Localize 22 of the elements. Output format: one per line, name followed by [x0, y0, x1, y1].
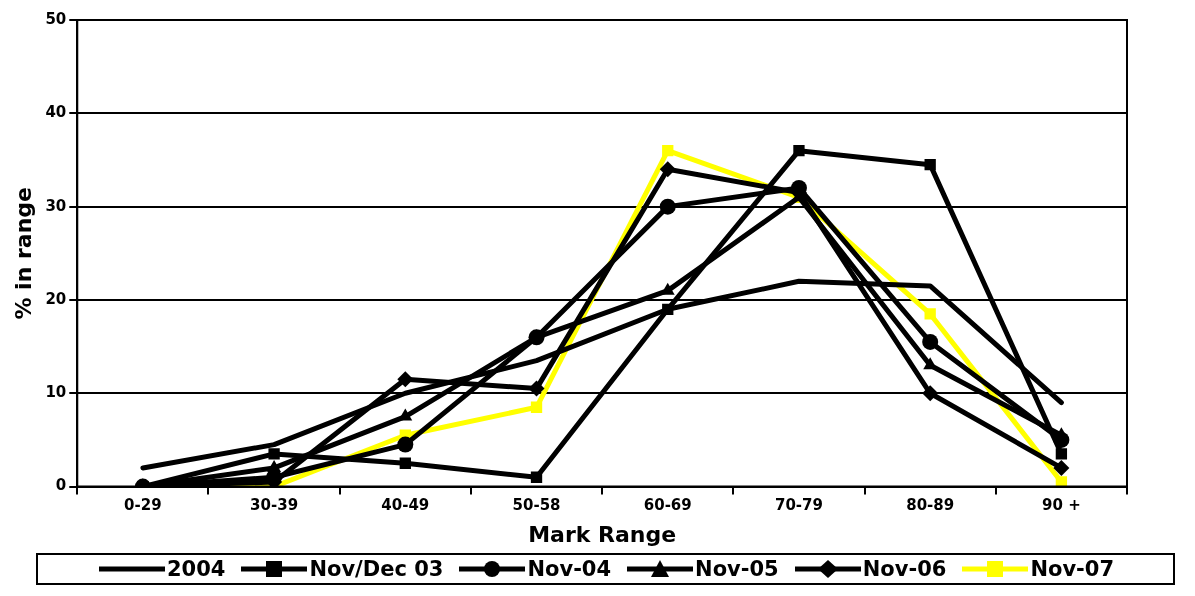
legend-label: Nov/Dec 03 [309, 557, 444, 581]
x-tick-label: 80-89 [906, 496, 955, 515]
legend-label: Nov-04 [527, 557, 612, 581]
y-tick-label: 40 [45, 103, 67, 122]
y-tick-label: 10 [45, 383, 67, 402]
legend-label: 2004 [166, 557, 226, 581]
x-tick-label: 60-69 [643, 496, 692, 515]
x-tick-label: 30-39 [250, 496, 299, 515]
y-tick-label: 20 [45, 289, 67, 308]
x-tick-label: 40-49 [381, 496, 430, 515]
x-tick-label: 50-58 [512, 496, 561, 515]
y-tick-label: 50 [45, 9, 67, 28]
legend-label: Nov-05 [695, 557, 779, 581]
x-axis-title: Mark Range [528, 521, 677, 547]
y-tick-label: 30 [45, 196, 67, 215]
y-axis-title: % in range [10, 187, 36, 320]
x-tick-label: 0-29 [124, 496, 162, 515]
legend-label: Nov-06 [862, 557, 947, 581]
y-tick-label: 0 [55, 476, 67, 495]
x-tick-label: 90 + [1042, 496, 1081, 515]
x-tick-label: 70-79 [774, 496, 823, 515]
legend-label: Nov-07 [1030, 557, 1115, 581]
